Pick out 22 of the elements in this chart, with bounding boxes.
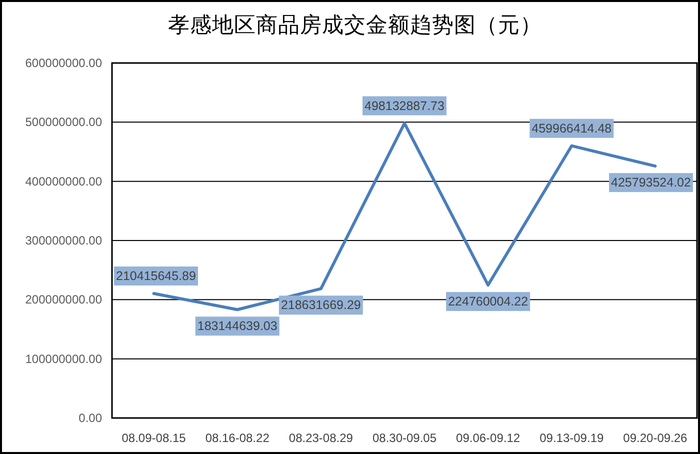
- data-label: 183144639.03: [197, 319, 278, 334]
- data-label: 498132887.73: [364, 98, 445, 113]
- y-tick-label: 0.00: [78, 411, 102, 425]
- x-tick-label: 09.13-09.19: [540, 431, 604, 445]
- data-label: 210415645.89: [116, 269, 196, 284]
- x-tick-label: 09.20-09.26: [623, 431, 688, 445]
- chart-title: 孝感地区商品房成交金额趋势图（元）: [168, 13, 542, 38]
- x-tick-label: 09.06-09.12: [456, 431, 520, 445]
- y-tick-label: 600000000.00: [25, 56, 102, 70]
- x-tick-label: 08.30-09.05: [372, 431, 437, 445]
- y-tick-label: 400000000.00: [25, 174, 102, 188]
- data-label: 459966414.48: [532, 121, 612, 136]
- y-tick-label: 200000000.00: [25, 292, 102, 307]
- y-tick-label: 100000000.00: [25, 352, 102, 366]
- data-label: 224760004.22: [448, 294, 528, 309]
- x-tick-label: 08.09-08.15: [122, 431, 186, 445]
- x-tick-label: 08.23-08.29: [288, 431, 354, 445]
- data-label: 425793524.02: [611, 176, 692, 190]
- data-label: 218631669.29: [280, 298, 361, 312]
- x-tick-label: 08.16-08.22: [205, 431, 270, 445]
- y-tick-label: 300000000.00: [25, 234, 102, 248]
- y-tick-label: 500000000.00: [25, 115, 102, 130]
